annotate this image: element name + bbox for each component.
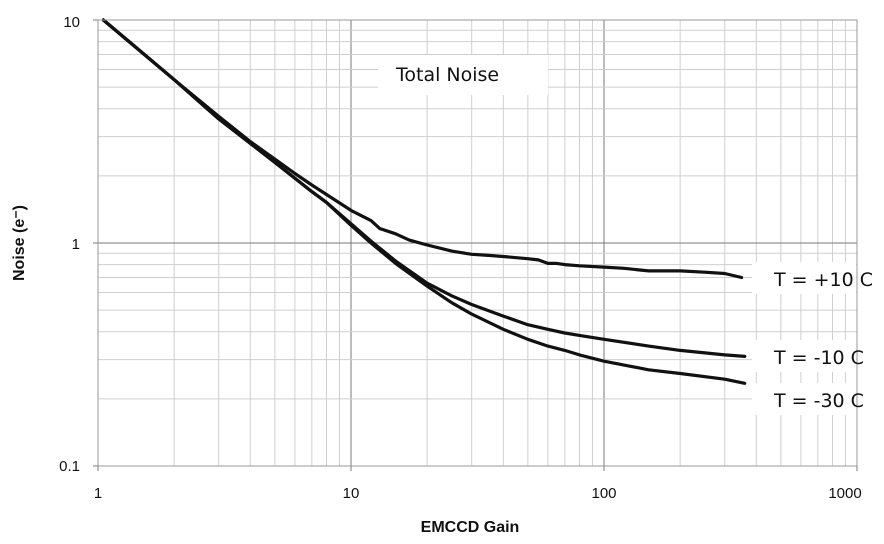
series-line-0 [101,18,744,280]
series-label-bg-plus10 [752,262,856,294]
y-tick-label-1: 1 [72,236,80,253]
x-tick-label-100: 100 [591,485,616,502]
curves [101,18,747,385]
x-tick-label-10: 10 [343,485,360,502]
total-noise-label: Total Noise [395,64,499,86]
x-tick-label-1: 1 [94,485,102,502]
plot-frame [97,19,858,467]
series-label-bg-minus10 [752,340,856,372]
series-label-minus10: T = -10 C [773,347,864,369]
y-axis-title: Noise (e⁻) [11,205,28,281]
series-line-2 [101,18,747,385]
y-tick-label-10: 10 [63,14,80,31]
series-label-bg-minus30 [752,383,856,415]
series-label-minus30: T = -30 C [773,390,864,412]
total-noise-label-bg [378,55,548,95]
series-label-plus10: T = +10 C [773,269,873,291]
y-tick-label-0.1: 0.1 [59,458,80,475]
x-tick-label-1000: 1000 [828,485,861,502]
x-axis-title: EMCCD Gain [421,519,520,536]
